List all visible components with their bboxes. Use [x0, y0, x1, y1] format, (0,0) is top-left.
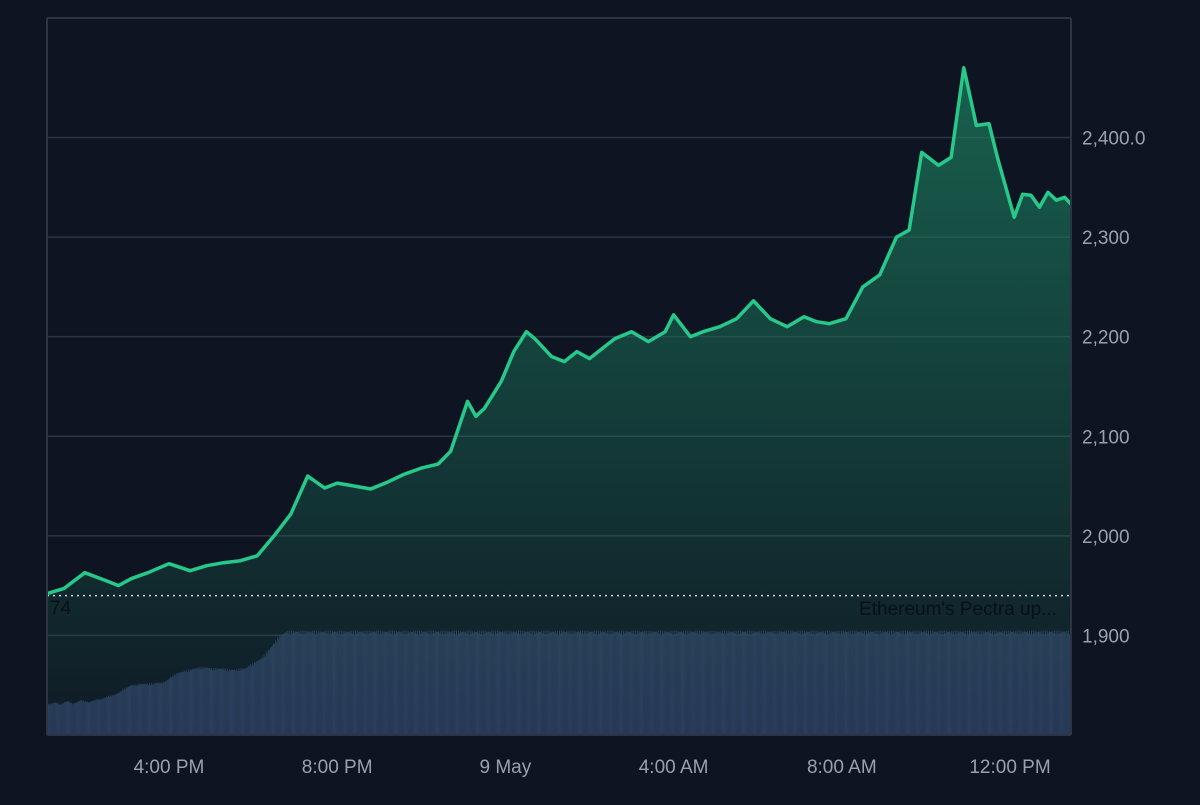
- x-tick-label: 8:00 AM: [807, 757, 877, 778]
- price-area: [47, 67, 1071, 735]
- x-tick-label: 4:00 PM: [134, 757, 205, 778]
- price-area-fill: [47, 67, 1071, 735]
- y-tick-label: 2,200: [1082, 328, 1130, 349]
- y-tick-label: 2,100: [1082, 427, 1130, 448]
- price-line[interactable]: [47, 66, 1071, 596]
- y-tick-label: 2,400.0: [1082, 129, 1145, 150]
- x-tick-label: 12:00 PM: [969, 757, 1050, 778]
- y-tick-label: 1,900: [1082, 626, 1130, 647]
- y-axis-labels: 1,900 2,000 2,100 2,200 2,300 2,400.0: [1082, 129, 1145, 648]
- x-axis-labels: 4:00 PM 8:00 PM 9 May 4:00 AM 8:00 AM 12:00 P…: [134, 757, 1051, 778]
- plot-frame: [46, 17, 1072, 736]
- x-tick-label: 4:00 AM: [639, 757, 709, 778]
- x-tick-label: 8:00 PM: [302, 757, 373, 778]
- x-tick-label: 9 May: [480, 757, 532, 778]
- price-line-layer[interactable]: [47, 66, 1071, 596]
- reference-value-label: 74: [50, 598, 72, 619]
- y-tick-label: 2,300: [1082, 228, 1130, 249]
- news-annotation[interactable]: Ethereum's Pectra up...: [859, 599, 1057, 620]
- y-tick-label: 2,000: [1082, 527, 1130, 548]
